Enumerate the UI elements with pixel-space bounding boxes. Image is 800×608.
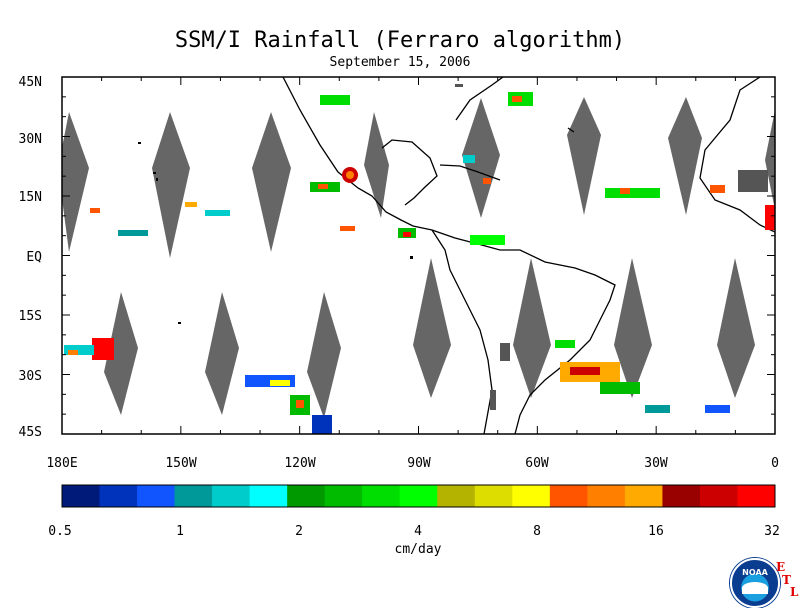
lat-label-30n: 30N (19, 132, 42, 147)
colorbar-swatch (212, 485, 251, 507)
colorbar (62, 485, 776, 507)
colorbar-swatch (699, 485, 738, 507)
colorbar-swatch (324, 485, 363, 507)
colorbar-swatch (737, 485, 776, 507)
y-axis-labels: 45N 30N 15N EQ 15S 30S 45S (19, 75, 43, 440)
lon-label-150w: 150W (165, 456, 196, 471)
lat-label-45n: 45N (19, 75, 42, 90)
colorbar-tick-0-5: 0.5 (48, 524, 71, 539)
noaa-bird-icon (742, 582, 768, 594)
lat-label-30s: 30S (19, 369, 42, 384)
lat-label-15n: 15N (19, 190, 42, 205)
lon-label-180e: 180E (46, 456, 77, 471)
colorbar-swatch (437, 485, 476, 507)
lon-label-0: 0 (771, 456, 779, 471)
colorbar-tick-1: 1 (176, 524, 184, 539)
islands (138, 142, 413, 324)
colorbar-tick-32: 32 (764, 524, 780, 539)
noaa-logo-text: NOAA (742, 568, 768, 577)
colorbar-swatch (249, 485, 288, 507)
colorbar-swatch (99, 485, 138, 507)
colorbar-frame (61, 484, 776, 508)
etl-letter-t: T (782, 573, 791, 587)
colorbar-swatch (512, 485, 551, 507)
colorbar-swatch (137, 485, 176, 507)
x-axis-labels: 180E 150W 120W 90W 60W 30W 0 (46, 456, 779, 471)
lon-label-90w: 90W (407, 456, 431, 471)
swath-gaps-north (62, 97, 775, 258)
colorbar-swatch (399, 485, 438, 507)
lat-label-eq: EQ (26, 250, 42, 265)
colorbar-tick-16: 16 (648, 524, 664, 539)
noaa-logo: NOAA (730, 558, 780, 608)
lon-label-30w: 30W (644, 456, 668, 471)
colorbar-swatch (174, 485, 213, 507)
etl-letter-e: E (776, 560, 786, 574)
etl-letter-l: L (790, 585, 799, 599)
colorbar-swatch (62, 485, 101, 507)
colorbar-swatch (587, 485, 626, 507)
colorbar-swatch (624, 485, 663, 507)
axis-ticks (61, 76, 776, 435)
lon-label-120w: 120W (284, 456, 315, 471)
colorbar-tick-8: 8 (533, 524, 541, 539)
swath-gaps-south (104, 258, 755, 418)
colorbar-ticks: 0.5 1 2 4 8 16 32 cm/day (48, 524, 780, 557)
colorbar-swatch (662, 485, 701, 507)
colorbar-tick-4: 4 (414, 524, 422, 539)
lat-label-45s: 45S (19, 425, 42, 440)
colorbar-swatch (362, 485, 401, 507)
map-date: September 15, 2006 (329, 55, 471, 70)
colorbar-swatch (549, 485, 588, 507)
coastlines (282, 77, 775, 434)
map-title: SSM/I Rainfall (Ferraro algorithm) (174, 28, 626, 53)
colorbar-tick-2: 2 (295, 524, 303, 539)
colorbar-swatch (474, 485, 513, 507)
land-shadows (455, 84, 768, 410)
lat-label-15s: 15S (19, 309, 42, 324)
map-plot-area (62, 77, 775, 434)
colorbar-swatch (287, 485, 326, 507)
rainfall-patches (64, 92, 775, 434)
lon-label-60w: 60W (525, 456, 549, 471)
colorbar-unit: cm/day (395, 542, 442, 557)
